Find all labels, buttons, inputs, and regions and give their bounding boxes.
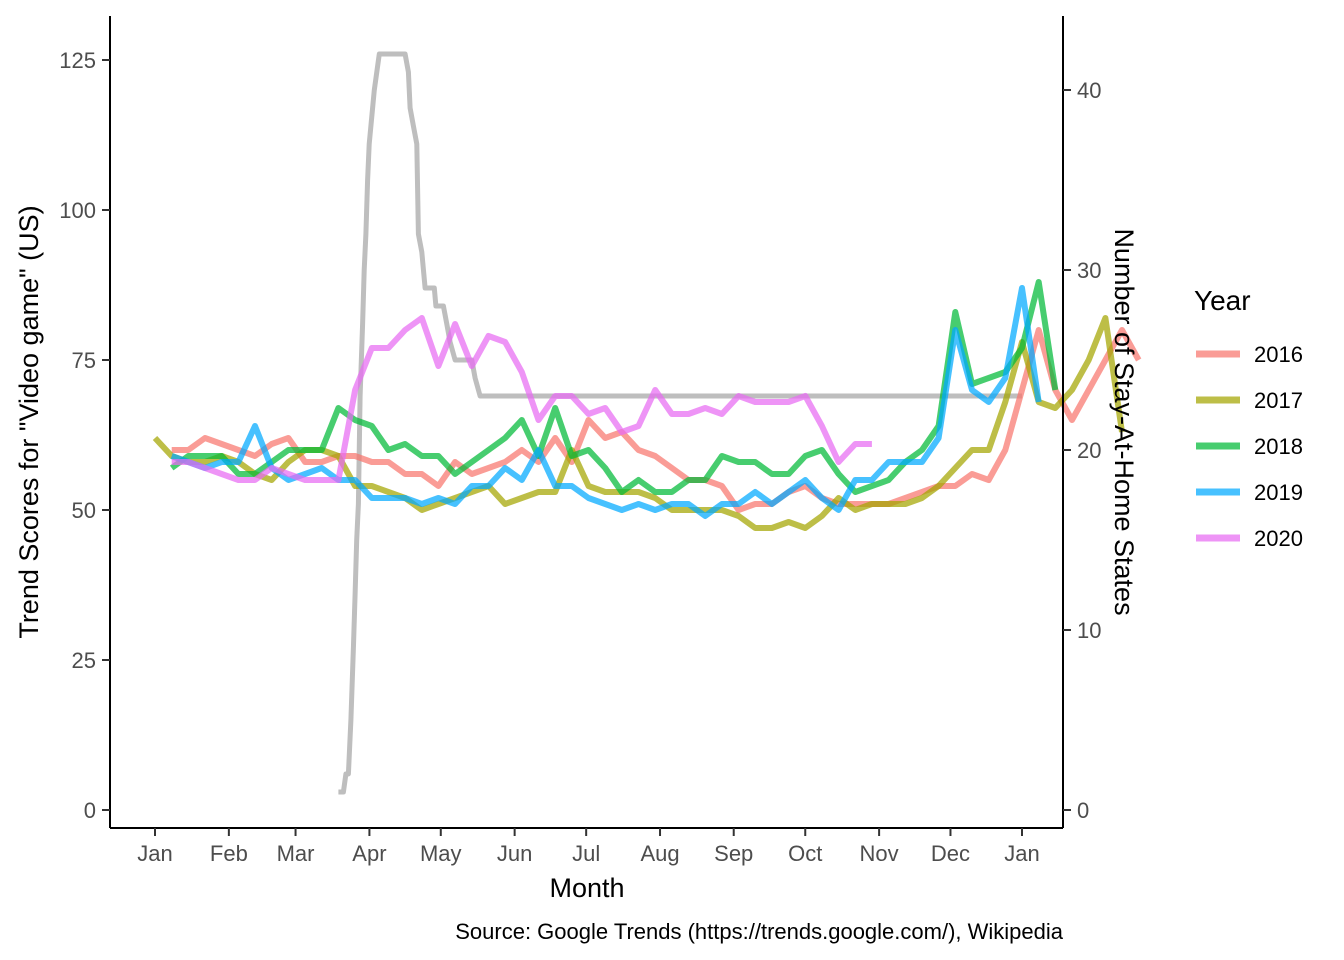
y-tick-label: 50: [72, 498, 96, 523]
y-tick-label: 75: [72, 348, 96, 373]
y2-tick-label: 30: [1077, 258, 1101, 283]
y-tick-label: 25: [72, 648, 96, 673]
axes: Jan Feb Mar Apr May Jun Jul Aug Sep Oct Nov Dec Jan …: [59, 16, 1101, 866]
legend-label-2019: 2019: [1254, 480, 1303, 505]
legend-label-2018: 2018: [1254, 434, 1303, 459]
caption: Source: Google Trends (https://trends.go…: [455, 919, 1064, 944]
x-tick-label: May: [420, 841, 462, 866]
legend-label-2017: 2017: [1254, 388, 1303, 413]
x-ticks: Jan Feb Mar Apr May Jun Jul Aug Sep Oct Nov Dec Jan: [137, 828, 1040, 866]
y2-tick-label: 10: [1077, 618, 1101, 643]
series-line-2020: [171, 315, 872, 483]
x-tick-label: Mar: [277, 841, 315, 866]
x-tick-label: Aug: [640, 841, 679, 866]
x-tick-label: Jul: [572, 841, 600, 866]
legend: 2016 2017 2018 2019 2020: [1196, 342, 1303, 551]
y2-tick-label: 0: [1077, 798, 1089, 823]
x-tick-label: Nov: [860, 841, 899, 866]
x-axis-title: Month: [549, 873, 624, 903]
y-axis-title: Trend Scores for "Video game" (US): [14, 205, 44, 638]
y-tick-label: 100: [59, 198, 96, 223]
x-tick-label: Jan: [1004, 841, 1039, 866]
y-ticks: 0 25 50 75 100 125: [59, 48, 110, 823]
y2-axis-title: Number of Stay-At-Home States: [1109, 228, 1139, 615]
x-tick-label: Feb: [210, 841, 248, 866]
y2-tick-label: 20: [1077, 438, 1101, 463]
x-tick-label: Oct: [788, 841, 822, 866]
x-tick-label: Dec: [931, 841, 970, 866]
plot-lines: [152, 51, 1142, 795]
x-tick-label: Apr: [352, 841, 386, 866]
series-line-stay-at-home: [338, 51, 1022, 795]
series-line-2019: [170, 285, 1042, 519]
y2-ticks: 0 10 20 30 40: [1063, 78, 1101, 823]
y2-tick-label: 40: [1077, 78, 1101, 103]
legend-label-2016: 2016: [1254, 342, 1303, 367]
legend-title: Year: [1194, 285, 1251, 316]
series-line-2016: [171, 327, 1142, 513]
x-tick-label: Jan: [137, 841, 172, 866]
legend-label-2020: 2020: [1254, 526, 1303, 551]
y-tick-label: 0: [84, 798, 96, 823]
x-tick-label: Sep: [714, 841, 753, 866]
x-tick-label: Jun: [497, 841, 532, 866]
y-tick-label: 125: [59, 48, 96, 73]
